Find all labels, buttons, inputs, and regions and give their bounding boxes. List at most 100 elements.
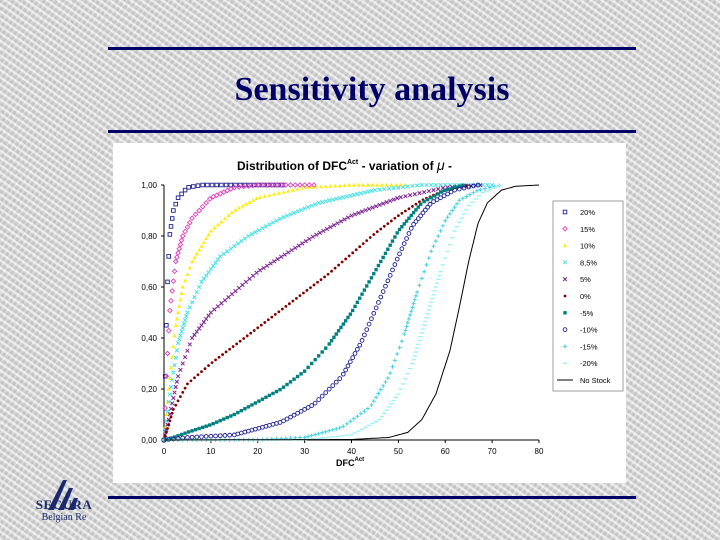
series-point-5 [274,389,279,394]
series-point-0 [169,415,173,419]
series-point-5 [239,408,244,413]
series-point-8-5 [327,198,332,203]
series-point-15 [178,237,185,244]
series-point-5 [278,387,282,392]
series-point-8-5 [218,254,223,259]
series-point-8-5 [242,236,248,241]
series-point-10 [383,283,388,289]
series-point-10 [384,182,389,187]
series-point-15 [419,276,424,281]
series-point-10 [365,182,370,187]
series-point-5 [390,239,395,243]
series-point-0 [176,399,180,403]
legend-swatch-20 [562,209,568,215]
series-point-15 [311,182,317,188]
series-point-0 [291,299,295,303]
series-point-15 [381,383,386,388]
series-point-8-5 [184,314,189,319]
y-tick-label: 1,00 [141,181,157,190]
legend-swatch-10 [563,243,567,248]
series-point-5 [343,319,348,323]
y-tick-label: 0,20 [141,385,157,394]
series-point-20 [186,185,191,190]
series-point-20 [167,232,173,237]
series-point-10 [408,225,414,231]
series-point-10 [364,327,370,332]
series-point-15 [203,200,210,206]
series-point-15 [334,426,339,431]
series-point-10 [434,197,440,203]
series-point-0 [217,355,221,359]
series-point-5 [229,291,235,297]
x-tick-label: 80 [535,447,544,456]
series-point-10 [461,185,467,191]
series-point-0 [174,403,178,407]
series-point-5 [398,195,403,200]
series-point-5 [313,357,317,362]
series-point-15 [402,332,407,337]
series-point-15 [467,192,472,197]
series-point-8-5 [334,196,339,202]
series-point-10 [340,371,346,377]
series-point-8-5 [260,226,265,231]
series-point-5 [186,430,191,434]
series-point-0 [400,211,404,215]
series-point-10 [302,407,307,412]
series-point-8-5 [358,191,364,196]
series-point-10 [240,203,245,208]
series-point-10 [323,184,328,189]
series-point-15 [403,328,408,333]
series-point-5 [260,397,265,401]
series-point-15 [176,245,183,252]
series-point-15 [210,193,217,200]
series-point-15 [487,185,492,190]
series-point-5 [236,410,240,415]
series-point-10 [291,412,297,418]
series-point-10 [418,213,423,219]
series-point-8-5 [351,192,356,198]
series-point-0 [333,266,337,270]
series-point-5 [414,208,418,212]
series-point-5 [407,216,411,220]
series-point-15 [172,258,179,265]
series-point-0 [163,434,167,438]
series-point-10 [170,354,175,359]
series-point-5 [211,421,215,426]
series-point-8-5 [204,273,209,278]
series-point-15 [399,339,404,344]
series-point-10 [219,219,224,224]
series-point-5 [250,403,254,407]
chart-title: Distribution of DFCAct - variation of μ … [237,157,452,173]
series-point-8-5 [201,276,206,281]
series-point-5 [429,196,433,200]
series-point-15 [306,182,313,188]
legend-swatch-0 [563,294,567,298]
series-point-0 [200,370,203,374]
series-point-5 [403,194,408,199]
series-point-20 [166,254,171,259]
series-point-5 [187,342,192,347]
series-point-8-5 [424,182,429,188]
series-point-15 [179,233,186,239]
series-point-20 [165,279,170,285]
series-point-10 [244,201,249,206]
series-point-5 [412,192,417,197]
series-point-5 [296,243,301,248]
x-tick-label: 60 [441,447,450,456]
series-point-15 [404,324,409,329]
series-point-5 [303,239,308,244]
series-point-10 [229,210,234,215]
series-point-15 [385,376,390,381]
series-point-0 [235,342,239,346]
series-point-15 [397,345,402,350]
series-point-10 [192,255,197,260]
series-point-0 [337,263,341,267]
series-point-10 [206,232,211,237]
series-point-8-5 [225,249,230,254]
series-point-5 [346,315,350,320]
series-point-5 [219,301,224,306]
series-point-10 [281,418,286,424]
series-point-10 [466,184,472,190]
series-point-8-5 [323,199,328,204]
series-point-8-5 [246,233,251,239]
